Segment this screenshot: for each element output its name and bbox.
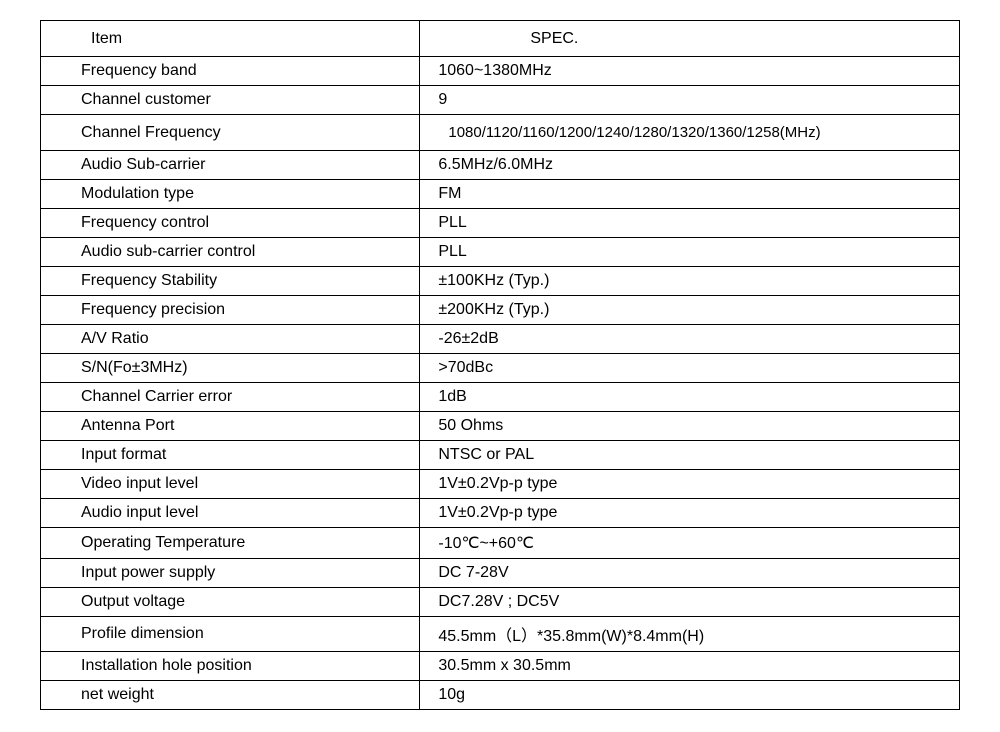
spec-cell: ±200KHz (Typ.): [420, 296, 960, 325]
spec-cell: 50 Ohms: [420, 412, 960, 441]
table-row: Frequency Stability±100KHz (Typ.): [41, 267, 960, 296]
table-row: net weight10g: [41, 681, 960, 710]
spec-cell: 1060~1380MHz: [420, 57, 960, 86]
spec-cell: 1080/1120/1160/1200/1240/1280/1320/1360/…: [420, 115, 960, 151]
table-row: Video input level1V±0.2Vp-p type: [41, 470, 960, 499]
table-row: Output voltageDC7.28V ; DC5V: [41, 588, 960, 617]
table-row: Modulation typeFM: [41, 180, 960, 209]
spec-table-body: Item SPEC. Frequency band1060~1380MHzCha…: [41, 21, 960, 710]
table-row: Channel Frequency1080/1120/1160/1200/124…: [41, 115, 960, 151]
item-cell: Frequency precision: [41, 296, 420, 325]
spec-cell: FM: [420, 180, 960, 209]
item-cell: Output voltage: [41, 588, 420, 617]
item-cell: Channel customer: [41, 86, 420, 115]
table-row: Input formatNTSC or PAL: [41, 441, 960, 470]
table-row: Profile dimension45.5mm（L）*35.8mm(W)*8.4…: [41, 617, 960, 652]
item-cell: Input power supply: [41, 559, 420, 588]
header-item-cell: Item: [41, 21, 420, 57]
item-cell: Frequency control: [41, 209, 420, 238]
table-row: Antenna Port50 Ohms: [41, 412, 960, 441]
item-cell: Input format: [41, 441, 420, 470]
table-row: Installation hole position30.5mm x 30.5m…: [41, 652, 960, 681]
item-cell: Modulation type: [41, 180, 420, 209]
item-cell: Channel Frequency: [41, 115, 420, 151]
item-cell: Operating Temperature: [41, 528, 420, 559]
table-row: Channel customer9: [41, 86, 960, 115]
item-cell: Installation hole position: [41, 652, 420, 681]
spec-cell: 1V±0.2Vp-p type: [420, 499, 960, 528]
item-cell: Video input level: [41, 470, 420, 499]
item-cell: A/V Ratio: [41, 325, 420, 354]
table-row: Audio Sub-carrier6.5MHz/6.0MHz: [41, 151, 960, 180]
item-cell: Antenna Port: [41, 412, 420, 441]
spec-cell: PLL: [420, 238, 960, 267]
item-cell: Channel Carrier error: [41, 383, 420, 412]
table-row: Frequency precision±200KHz (Typ.): [41, 296, 960, 325]
item-cell: Frequency Stability: [41, 267, 420, 296]
spec-cell: DC7.28V ; DC5V: [420, 588, 960, 617]
table-row: Audio sub-carrier controlPLL: [41, 238, 960, 267]
item-cell: net weight: [41, 681, 420, 710]
spec-cell: 10g: [420, 681, 960, 710]
item-cell: Audio input level: [41, 499, 420, 528]
item-cell: Audio Sub-carrier: [41, 151, 420, 180]
spec-cell: NTSC or PAL: [420, 441, 960, 470]
table-row: A/V Ratio-26±2dB: [41, 325, 960, 354]
spec-cell: 45.5mm（L）*35.8mm(W)*8.4mm(H): [420, 617, 960, 652]
table-row: Input power supplyDC 7-28V: [41, 559, 960, 588]
table-row: Channel Carrier error1dB: [41, 383, 960, 412]
table-header-row: Item SPEC.: [41, 21, 960, 57]
spec-cell: -10℃~+60℃: [420, 528, 960, 559]
item-cell: S/N(Fo±3MHz): [41, 354, 420, 383]
spec-cell: -26±2dB: [420, 325, 960, 354]
spec-cell: 1dB: [420, 383, 960, 412]
header-spec-cell: SPEC.: [420, 21, 960, 57]
table-row: Audio input level1V±0.2Vp-p type: [41, 499, 960, 528]
table-row: S/N(Fo±3MHz)>70dBc: [41, 354, 960, 383]
spec-cell: ±100KHz (Typ.): [420, 267, 960, 296]
spec-cell: 30.5mm x 30.5mm: [420, 652, 960, 681]
table-row: Operating Temperature-10℃~+60℃: [41, 528, 960, 559]
spec-cell: PLL: [420, 209, 960, 238]
spec-cell: 1V±0.2Vp-p type: [420, 470, 960, 499]
table-row: Frequency controlPLL: [41, 209, 960, 238]
item-cell: Profile dimension: [41, 617, 420, 652]
item-cell: Audio sub-carrier control: [41, 238, 420, 267]
item-cell: Frequency band: [41, 57, 420, 86]
spec-cell: DC 7-28V: [420, 559, 960, 588]
table-row: Frequency band1060~1380MHz: [41, 57, 960, 86]
spec-cell: 9: [420, 86, 960, 115]
spec-cell: 6.5MHz/6.0MHz: [420, 151, 960, 180]
spec-cell: >70dBc: [420, 354, 960, 383]
spec-table: Item SPEC. Frequency band1060~1380MHzCha…: [40, 20, 960, 710]
